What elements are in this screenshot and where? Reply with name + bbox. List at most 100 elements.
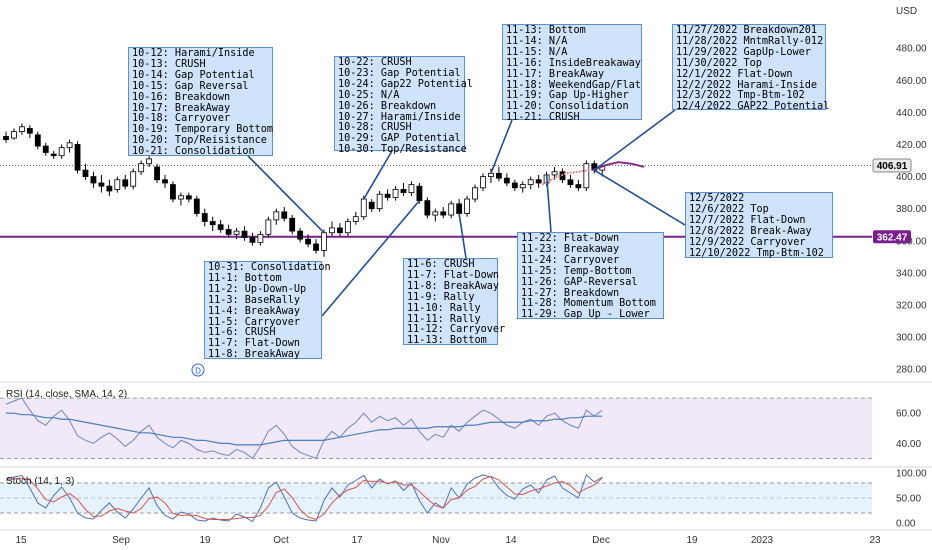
annotation-line: 11-8: BreakAway	[208, 349, 301, 361]
annotation-line: 10-26: Breakdown	[338, 100, 437, 112]
annotation-line: 12/10/2022 Tmp-Btm-102	[689, 247, 824, 259]
annotation-line: 11-27: Breakdown	[521, 287, 620, 299]
annotation-line: 10-22: CRUSH	[338, 57, 412, 68]
annotation-note-2[interactable]: 10-22: CRUSH 10-23: Gap Potential 10-24: G…	[334, 56, 473, 155]
candle	[344, 218, 351, 236]
support-price-value: 362.47	[877, 232, 908, 243]
projection-curve	[591, 161, 645, 172]
rsi-legend[interactable]: RSI (14, close, SMA, 14, 2)	[6, 389, 127, 400]
annotation-line: 10-30: Top/Resistance	[338, 144, 467, 156]
annotation-line: 11-12: Carryover	[407, 324, 506, 336]
candle	[329, 221, 335, 236]
rsi-panel[interactable]: RSI (14, close, SMA, 14, 2)	[0, 389, 872, 460]
annotation-note-1[interactable]: 10-12: Harami/Inside 10-13: CRUSH 10-14: G…	[128, 47, 273, 157]
time-tick-label: Dec	[592, 535, 610, 546]
annotation-note-7[interactable]: 11-22: Flat-Down 11-23: Breakaway 11-24: C…	[517, 232, 664, 320]
annotation-line: 10-13: CRUSH	[132, 58, 206, 70]
annotation-line: 10-14: Gap Potential	[132, 69, 255, 81]
annotation-line: 10-17: BreakAway	[132, 102, 231, 114]
annotation-note-8[interactable]: 12/5/2022 12/6/2022 Top 12/7/2022 Flat-Dow…	[685, 192, 833, 258]
annotation-note-6[interactable]: 11-6: CRUSH 11-7: Flat-Down 11-8: BreakAwa…	[403, 258, 506, 347]
candle	[146, 155, 153, 167]
candle	[281, 207, 288, 222]
support-price-tag: 362.47	[873, 230, 911, 244]
annotation-line: 11-28: Momentum Bottom	[521, 298, 656, 310]
candle	[480, 173, 486, 191]
annotation-line: 11-2: Up-Down-Up	[208, 283, 307, 295]
candle	[400, 182, 407, 196]
time-tick-label: 2023	[751, 535, 774, 546]
annotation-line: 11-3: BaseRally	[208, 294, 301, 306]
rsi-ma-line	[6, 412, 603, 446]
annotation-note-5[interactable]: 10-31: Consolidation 11-1: Bottom 11-2: Up…	[204, 261, 331, 361]
candle	[162, 174, 168, 188]
annotation-line: 11-16: InsideBreakaway	[506, 57, 641, 69]
time-tick-label: 15	[15, 535, 27, 546]
connector-line	[593, 109, 676, 171]
annotation-line: 11-13: Bottom	[506, 25, 586, 36]
annotation-line: 11-19: Gap Up-Higher	[506, 90, 629, 102]
candle	[583, 160, 590, 191]
connector-line	[247, 155, 325, 234]
candle	[424, 197, 431, 219]
dividend-marker-label: D	[195, 367, 201, 376]
annotation-line: 10-24: Gap22 Potential	[338, 78, 473, 90]
annotation-line: 10-18: Carryover	[132, 113, 231, 125]
price-tick-label: 340.00	[896, 268, 927, 279]
annotation-line: 11-11: Rally	[407, 313, 481, 325]
last-price-value: 406.91	[877, 161, 908, 172]
candle	[11, 128, 17, 140]
price-tick-label: 360.00	[896, 236, 927, 247]
connector-line	[458, 213, 467, 259]
rsi-band	[0, 398, 872, 459]
price-tick-label: 380.00	[896, 204, 927, 215]
candle	[193, 195, 200, 217]
candle	[177, 192, 184, 206]
annotation-line: 11-17: BreakAway	[506, 68, 605, 80]
price-tick-label: 460.00	[896, 76, 927, 87]
dividend-marker[interactable]	[191, 363, 205, 377]
candle	[225, 224, 232, 238]
annotation-note-3[interactable]: 11-13: Bottom 11-14: N/A 11-15: N/A 11-16: …	[502, 24, 642, 123]
stoch-legend[interactable]: Stoch (14, 1, 3)	[6, 476, 74, 487]
annotation-line: 11-13: Bottom	[407, 335, 487, 347]
rsi-scale: 60.00 40.00	[896, 409, 921, 450]
candle	[368, 199, 375, 212]
candlestick-series	[3, 123, 606, 257]
candle	[432, 208, 439, 222]
annotation-line: 11-24: Carryover	[521, 254, 620, 266]
candle	[336, 223, 343, 236]
price-tick-label: 440.00	[896, 108, 927, 119]
candle	[535, 174, 542, 188]
candle	[472, 184, 478, 203]
price-scale[interactable]: USD 480.00 460.00 440.00 420.00 400.00 380.00…	[896, 6, 927, 376]
stoch-panel[interactable]: Stoch (14, 1, 3)	[0, 474, 872, 523]
candle	[66, 139, 73, 153]
candle	[241, 226, 248, 241]
time-scale[interactable]: 15 Sep 19 Oct 17 Nov 14 Dec 19 2023 23	[0, 529, 932, 546]
annotation-line: 11-23: Breakaway	[521, 243, 620, 255]
annotation-line: 11/29/2022 GapUp-Lower	[676, 46, 811, 58]
rsi-tick-label: 40.00	[896, 439, 921, 450]
annotation-line: 10-31: Consolidation	[208, 262, 331, 273]
time-tick-label: 19	[199, 535, 211, 546]
candle	[440, 207, 447, 219]
annotation-line: 11/27/2022 Breakdown201	[676, 25, 818, 36]
annotation-line: 11-5: Carryover	[208, 316, 301, 328]
annotation-line: 10-25: N/A	[338, 89, 400, 101]
connector-line	[545, 174, 552, 233]
annotation-line: 11-25: Temp-Bottom	[521, 265, 632, 277]
candle	[122, 174, 129, 190]
annotation-note-4[interactable]: 11/27/2022 Breakdown201 11/28/2022 MntmRa…	[672, 24, 829, 112]
candle	[50, 150, 57, 159]
annotation-line: 10-28: CRUSH	[338, 122, 412, 134]
candle	[217, 219, 224, 233]
annotation-line: 11-6: CRUSH	[208, 327, 276, 339]
candle	[297, 227, 304, 243]
annotation-line: 11-20: Consolidation	[506, 101, 629, 113]
annotation-line: 10-15: Gap Reversal	[132, 80, 249, 92]
annotation-line: 11-8: BreakAway	[407, 280, 500, 292]
price-tick-label: 400.00	[896, 172, 927, 183]
time-tick-label: 17	[351, 535, 363, 546]
